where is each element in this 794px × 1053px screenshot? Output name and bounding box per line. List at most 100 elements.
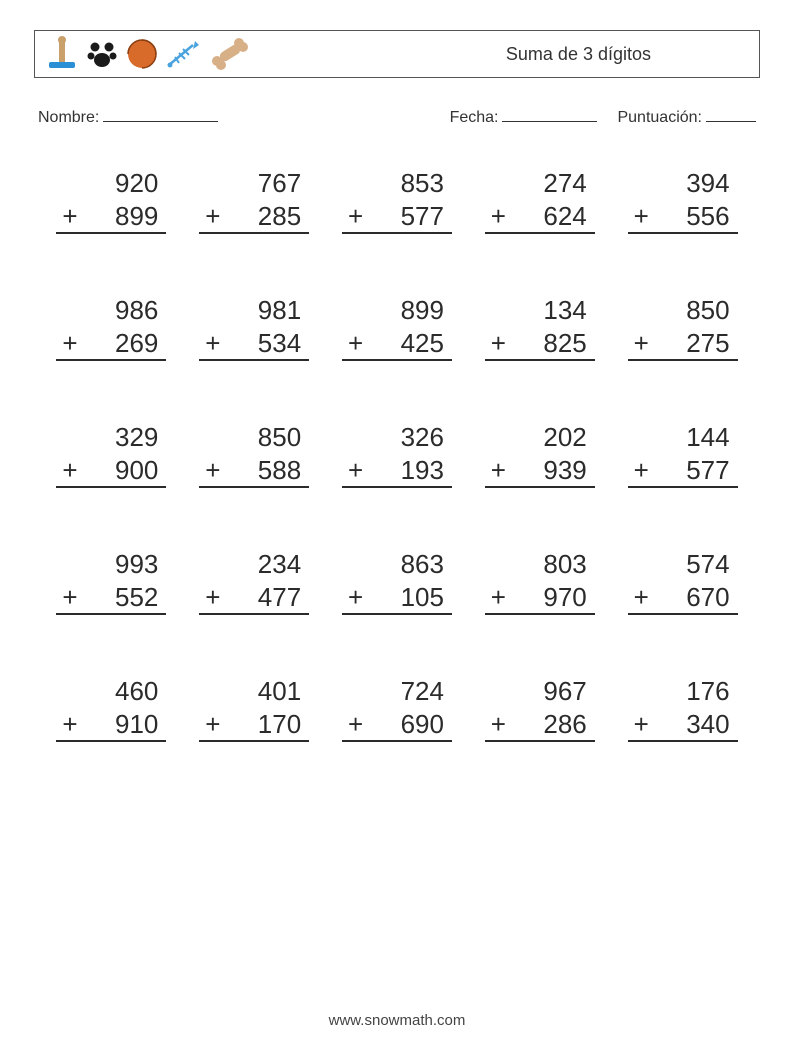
operator: + <box>348 708 363 741</box>
score-blank[interactable] <box>706 106 756 122</box>
problem-bottom: +285 <box>199 200 309 235</box>
problem: 134+825 <box>485 294 595 361</box>
problem: 850+275 <box>628 294 738 361</box>
operator: + <box>205 200 220 233</box>
problem-top: 234 <box>199 548 309 581</box>
header-box: Suma de 3 dígitos <box>34 30 760 78</box>
operator: + <box>491 327 506 360</box>
problem: 724+690 <box>342 675 452 742</box>
problem: 144+577 <box>628 421 738 488</box>
problem-top: 574 <box>628 548 738 581</box>
problem-top: 274 <box>485 167 595 200</box>
problem-top: 724 <box>342 675 452 708</box>
problem-top: 326 <box>342 421 452 454</box>
footer-url: www.snowmath.com <box>0 1012 794 1029</box>
operator: + <box>348 200 363 233</box>
operator: + <box>62 327 77 360</box>
paw-icon <box>85 37 119 71</box>
score-label: Puntuación: <box>617 109 702 126</box>
operator: + <box>62 708 77 741</box>
problem-bottom: +275 <box>628 327 738 362</box>
worksheet-title: Suma de 3 dígitos <box>506 44 651 65</box>
problem-top: 986 <box>56 294 166 327</box>
operator: + <box>205 708 220 741</box>
operator: + <box>634 708 649 741</box>
problem: 574+670 <box>628 548 738 615</box>
operator: + <box>348 581 363 614</box>
problem-top: 176 <box>628 675 738 708</box>
operator: + <box>491 454 506 487</box>
operator: + <box>348 454 363 487</box>
problem: 981+534 <box>199 294 309 361</box>
problem-bottom: +910 <box>56 708 166 743</box>
operator: + <box>62 581 77 614</box>
date-blank[interactable] <box>502 106 597 122</box>
operator: + <box>348 327 363 360</box>
problem-top: 134 <box>485 294 595 327</box>
problem-top: 967 <box>485 675 595 708</box>
info-line: Nombre: Fecha: Puntuación: <box>34 106 760 127</box>
operator: + <box>634 581 649 614</box>
problem-bottom: +193 <box>342 454 452 489</box>
problem: 920+899 <box>56 167 166 234</box>
problem-top: 863 <box>342 548 452 581</box>
problem: 863+105 <box>342 548 452 615</box>
problem-top: 899 <box>342 294 452 327</box>
problem-bottom: +624 <box>485 200 595 235</box>
problem-bottom: +340 <box>628 708 738 743</box>
problem-bottom: +690 <box>342 708 452 743</box>
problem-bottom: +939 <box>485 454 595 489</box>
problem-top: 850 <box>199 421 309 454</box>
problem-bottom: +286 <box>485 708 595 743</box>
name-field: Nombre: <box>38 106 218 127</box>
problem-top: 850 <box>628 294 738 327</box>
problem-top: 202 <box>485 421 595 454</box>
problem-grid: 920+899767+285853+577274+624394+556986+2… <box>34 167 760 742</box>
problem: 401+170 <box>199 675 309 742</box>
operator: + <box>62 200 77 233</box>
header-icons <box>45 36 249 72</box>
problem-top: 394 <box>628 167 738 200</box>
score-field: Puntuación: <box>617 106 756 127</box>
operator: + <box>491 581 506 614</box>
problem-top: 920 <box>56 167 166 200</box>
problem-bottom: +825 <box>485 327 595 362</box>
problem-bottom: +670 <box>628 581 738 616</box>
problem: 234+477 <box>199 548 309 615</box>
problem-bottom: +269 <box>56 327 166 362</box>
problem: 202+939 <box>485 421 595 488</box>
operator: + <box>634 327 649 360</box>
problem-top: 981 <box>199 294 309 327</box>
problem-top: 993 <box>56 548 166 581</box>
operator: + <box>205 454 220 487</box>
problem-bottom: +552 <box>56 581 166 616</box>
operator: + <box>205 581 220 614</box>
problem: 853+577 <box>342 167 452 234</box>
operator: + <box>491 708 506 741</box>
operator: + <box>62 454 77 487</box>
problem: 326+193 <box>342 421 452 488</box>
problem-bottom: +534 <box>199 327 309 362</box>
problem: 899+425 <box>342 294 452 361</box>
problem-bottom: +577 <box>342 200 452 235</box>
problem: 176+340 <box>628 675 738 742</box>
problem-bottom: +970 <box>485 581 595 616</box>
problem-bottom: +105 <box>342 581 452 616</box>
problem-bottom: +899 <box>56 200 166 235</box>
problem-top: 803 <box>485 548 595 581</box>
problem: 460+910 <box>56 675 166 742</box>
operator: + <box>634 454 649 487</box>
problem-bottom: +425 <box>342 327 452 362</box>
problem: 850+588 <box>199 421 309 488</box>
problem: 967+286 <box>485 675 595 742</box>
operator: + <box>205 327 220 360</box>
problem: 394+556 <box>628 167 738 234</box>
pet-base-icon <box>45 36 79 72</box>
ball-icon <box>125 37 159 71</box>
operator: + <box>491 200 506 233</box>
problem: 993+552 <box>56 548 166 615</box>
problem-bottom: +588 <box>199 454 309 489</box>
name-blank[interactable] <box>103 106 218 122</box>
date-field: Fecha: <box>450 106 598 127</box>
problem-bottom: +477 <box>199 581 309 616</box>
